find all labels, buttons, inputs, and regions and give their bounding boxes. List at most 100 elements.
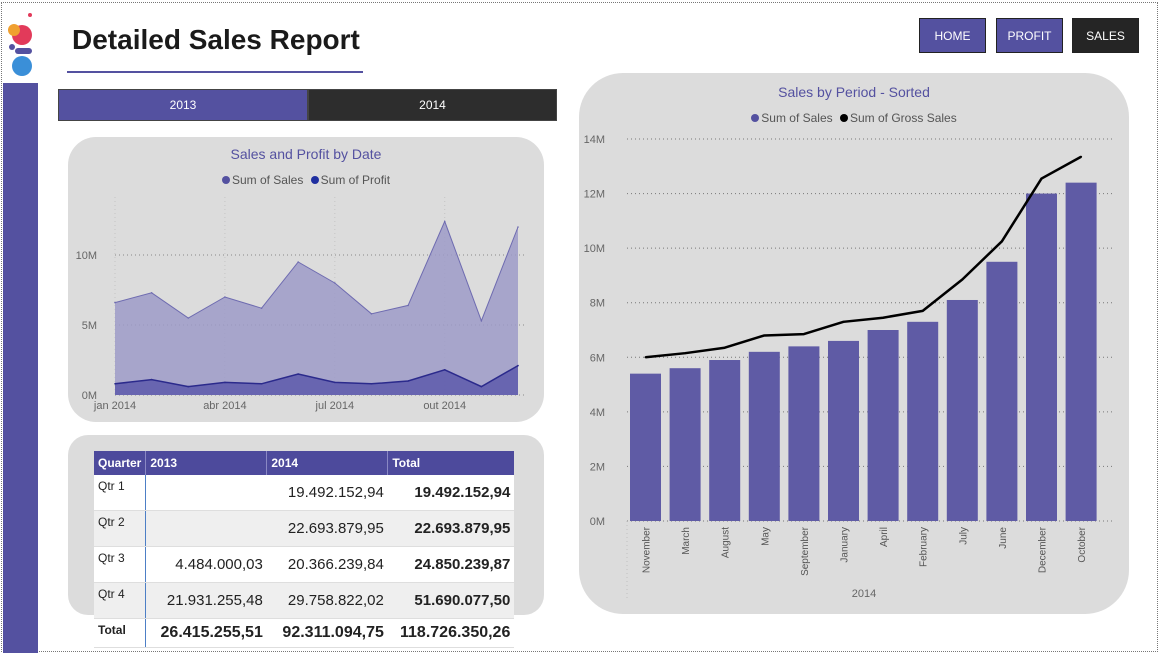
col-header-quarter[interactable]: Quarter: [94, 451, 146, 475]
bar: [946, 299, 978, 521]
x-tick-label: jul 2014: [315, 400, 355, 412]
data-point: [921, 309, 924, 312]
profit-button[interactable]: PROFIT: [996, 18, 1063, 53]
x-tick-label: February: [919, 527, 930, 567]
total-2013: 26.415.255,51: [145, 618, 267, 648]
data-point: [517, 364, 519, 367]
x-tick-label: July: [958, 527, 969, 545]
y-tick-label: 6M: [590, 352, 605, 364]
home-button[interactable]: HOME: [919, 18, 986, 53]
data-point: [187, 385, 190, 388]
x-tick-label: September: [800, 526, 811, 576]
area-chart-panel: Sales and Profit by Date Sum of Sales Su…: [68, 137, 544, 422]
x-tick-label: out 2014: [423, 400, 466, 412]
bar: [630, 373, 661, 521]
area-chart-title: Sales and Profit by Date: [230, 146, 382, 162]
legend-dot-icon: [310, 176, 319, 184]
row-label: Qtr 4: [94, 582, 147, 619]
legend-item-sales[interactable]: Sum of Sales: [751, 111, 833, 125]
bar: [867, 330, 899, 521]
y-tick-label: 10M: [584, 243, 605, 255]
sidebar-strip: [3, 83, 38, 653]
data-point: [882, 316, 885, 319]
bar-chart-title: Sales by Period - Sorted: [778, 84, 930, 100]
bar-chart-panel: Sales by Period - Sorted Sum of Sales Su…: [579, 73, 1129, 614]
y-tick-label: 8M: [590, 298, 605, 310]
area-chart: 0M 5M 10M jan 2014 abr 2014 jul 2014 out 2014: [76, 197, 526, 412]
x-tick-label: March: [681, 527, 692, 555]
x-tick-label: December: [1038, 526, 1049, 573]
col-header-total[interactable]: Total: [387, 451, 515, 475]
bar: [709, 360, 741, 521]
bar: [986, 261, 1018, 521]
bar: [788, 346, 820, 521]
table-row: Qtr 1 19.492.152,94 19.492.152,94: [94, 475, 515, 511]
legend-item-profit[interactable]: Sum of Profit: [310, 173, 391, 187]
data-point: [224, 381, 226, 384]
table-row: Qtr 4 21.931.255,48 29.758.822,02 51.690…: [94, 582, 515, 619]
data-point: [334, 282, 336, 284]
data-point: [297, 373, 299, 375]
x-tick-label: November: [642, 526, 653, 573]
cell-2013: 4.484.000,03: [145, 546, 267, 583]
legend-item-sales[interactable]: Sum of Sales: [221, 173, 304, 187]
cell-2013: [145, 475, 267, 511]
data-point: [723, 346, 726, 349]
data-point: [961, 278, 964, 281]
cell-total: 51.690.077,50: [387, 582, 515, 619]
y-tick-label: 14M: [584, 134, 605, 146]
row-label: Qtr 2: [94, 510, 147, 547]
x-tick-label: May: [760, 527, 771, 546]
legend-dot-icon: [221, 176, 230, 184]
legend-label-sales: Sum of Sales: [761, 111, 833, 125]
total-2014: 92.311.094,75: [266, 618, 388, 648]
data-point: [114, 383, 116, 385]
data-point: [842, 320, 845, 323]
year-tab-2014[interactable]: 2014: [308, 89, 557, 121]
line-series-profit: [114, 364, 519, 388]
col-header-2014[interactable]: 2014: [266, 451, 388, 475]
data-point: [1080, 155, 1083, 158]
table-row: Qtr 3 4.484.000,03 20.366.239,84 24.850.…: [94, 546, 515, 583]
data-point: [114, 301, 116, 304]
data-point: [334, 381, 336, 384]
legend-label-profit: Sum of Profit: [320, 173, 391, 187]
data-point: [150, 292, 153, 294]
legend-dot-icon: [751, 114, 760, 122]
data-point: [517, 226, 519, 228]
cell-total: 22.693.879,95: [387, 510, 515, 547]
y-tick-label: 10M: [76, 250, 97, 262]
bar: [669, 368, 701, 521]
row-label: Total: [94, 618, 147, 648]
legend-dot-icon: [840, 114, 848, 122]
table-header-row: Quarter 2013 2014 Total: [94, 451, 515, 475]
cell-2014: 29.758.822,02: [266, 582, 388, 619]
data-point: [1000, 240, 1003, 243]
cell-2014: 22.693.879,95: [266, 510, 388, 547]
row-label: Qtr 1: [94, 475, 147, 511]
col-header-2013[interactable]: 2013: [145, 451, 267, 475]
bar-chart-legend: Sum of Sales Sum of Gross Sales: [579, 111, 1129, 125]
year-tab-2013[interactable]: 2013: [58, 89, 308, 121]
area-series-profit: [115, 365, 518, 395]
data-point: [443, 220, 446, 223]
data-point: [443, 369, 446, 371]
legend-label-sales: Sum of Sales: [231, 173, 304, 187]
legend-label-gross-sales: Sum of Gross Sales: [850, 111, 957, 125]
data-point: [407, 304, 409, 307]
legend-item-gross-sales[interactable]: Sum of Gross Sales: [840, 111, 957, 125]
x-tick-label: April: [879, 527, 890, 547]
page-title: Detailed Sales Report: [72, 24, 360, 55]
data-point: [370, 383, 373, 385]
line-series-sales: [114, 220, 519, 323]
data-point: [802, 333, 805, 336]
sales-button[interactable]: SALES: [1072, 18, 1139, 53]
y-tick-label: 0M: [82, 390, 97, 402]
data-point: [407, 380, 409, 382]
y-tick-label: 5M: [82, 320, 97, 332]
grand-total: 118.726.350,26: [387, 618, 515, 648]
bar: [1026, 193, 1057, 522]
x-tick-label: August: [721, 527, 732, 558]
bar: [1065, 182, 1097, 521]
data-point: [684, 352, 687, 355]
